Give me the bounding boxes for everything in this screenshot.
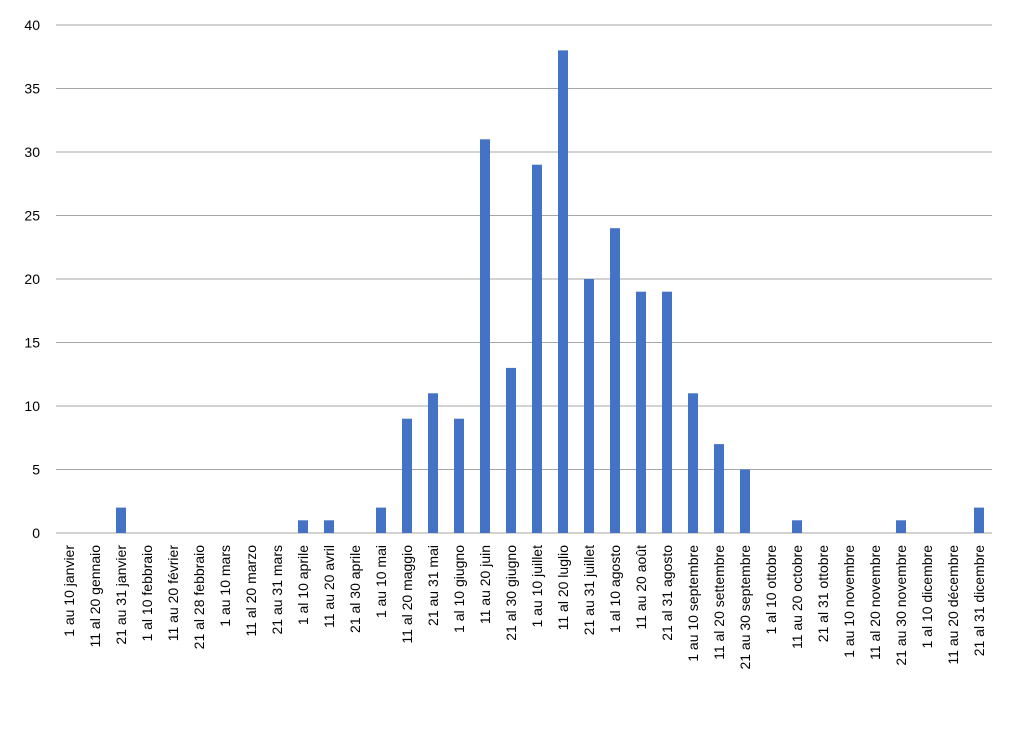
x-tick-label: 21 au 31 mars xyxy=(269,545,285,635)
y-tick-label: 0 xyxy=(32,525,40,541)
x-tick-label: 1 au 10 janvier xyxy=(61,545,77,637)
bar xyxy=(688,393,698,533)
x-tick-label: 1 al 10 dicembre xyxy=(919,545,935,649)
x-tick-label: 1 au 10 juillet xyxy=(529,545,545,628)
bar xyxy=(324,520,334,533)
x-tick-label: 21 al 30 giugno xyxy=(503,545,519,641)
x-tick-label: 11 al 20 maggio xyxy=(399,545,415,644)
y-tick-label: 5 xyxy=(32,462,40,478)
x-tick-label: 21 au 30 septembre xyxy=(737,545,753,670)
x-tick-label: 1 al 10 ottobre xyxy=(763,545,779,635)
bar xyxy=(428,393,438,533)
bar xyxy=(454,418,464,533)
x-tick-label: 11 au 20 février xyxy=(165,545,181,642)
x-tick-label: 21 al 31 dicembre xyxy=(971,545,987,657)
x-tick-label: 1 au 10 novembre xyxy=(841,545,857,658)
x-tick-label: 1 au 10 mars xyxy=(217,545,233,627)
x-tick-label: 11 au 20 décembre xyxy=(945,545,961,665)
y-tick-label: 35 xyxy=(24,81,40,97)
x-tick-label: 11 au 20 avril xyxy=(321,545,337,628)
x-tick-label: 1 al 10 aprile xyxy=(295,545,311,625)
bar xyxy=(532,164,542,533)
bar xyxy=(506,367,516,533)
x-tick-label: 11 al 20 luglio xyxy=(555,545,571,631)
x-tick-label: 11 al 20 gennaio xyxy=(87,545,103,648)
x-tick-label: 1 al 10 febbraio xyxy=(139,545,155,642)
x-tick-label: 11 au 20 octobre xyxy=(789,545,805,649)
bar xyxy=(896,520,906,533)
x-tick-label: 1 al 10 giugno xyxy=(451,545,467,633)
y-tick-label: 30 xyxy=(24,144,40,160)
bar xyxy=(298,520,308,533)
x-tick-label: 21 au 31 janvier xyxy=(113,545,129,645)
bar xyxy=(714,444,724,533)
bar xyxy=(740,469,750,533)
bar xyxy=(636,291,646,533)
y-tick-label: 15 xyxy=(24,335,40,351)
x-tick-label: 21 au 31 mai xyxy=(425,545,441,626)
bar xyxy=(558,50,568,534)
y-tick-label: 20 xyxy=(24,271,40,287)
x-tick-label: 1 au 10 mai xyxy=(373,545,389,618)
x-tick-label: 11 al 20 settembre xyxy=(711,545,727,660)
x-tick-label: 11 au 20 juin xyxy=(477,545,493,624)
x-tick-label: 21 al 31 ottobre xyxy=(815,545,831,643)
bar xyxy=(662,291,672,533)
x-tick-label: 21 au 31 juillet xyxy=(581,545,597,635)
bar xyxy=(974,507,984,533)
x-tick-label: 21 al 31 agosto xyxy=(659,545,675,641)
bar xyxy=(792,520,802,533)
x-tick-label: 11 au 20 août xyxy=(633,545,649,630)
x-tick-label: 11 al 20 marzo xyxy=(243,545,259,637)
x-tick-label: 21 al 30 aprile xyxy=(347,545,363,633)
x-tick-label: 21 au 30 novembre xyxy=(893,545,909,666)
bar xyxy=(402,418,412,533)
x-tick-label: 11 al 20 novembre xyxy=(867,545,883,660)
x-tick-label: 21 al 28 febbraio xyxy=(191,545,207,650)
bar xyxy=(610,228,620,533)
y-tick-label: 40 xyxy=(24,17,40,33)
x-tick-label: 1 al 10 agosto xyxy=(607,545,623,633)
y-tick-label: 25 xyxy=(24,208,40,224)
bar xyxy=(376,507,386,533)
x-tick-label: 1 au 10 septembre xyxy=(685,545,701,662)
y-tick-label: 10 xyxy=(24,398,40,414)
bar xyxy=(480,139,490,534)
bar xyxy=(116,507,126,533)
bar xyxy=(584,279,594,533)
